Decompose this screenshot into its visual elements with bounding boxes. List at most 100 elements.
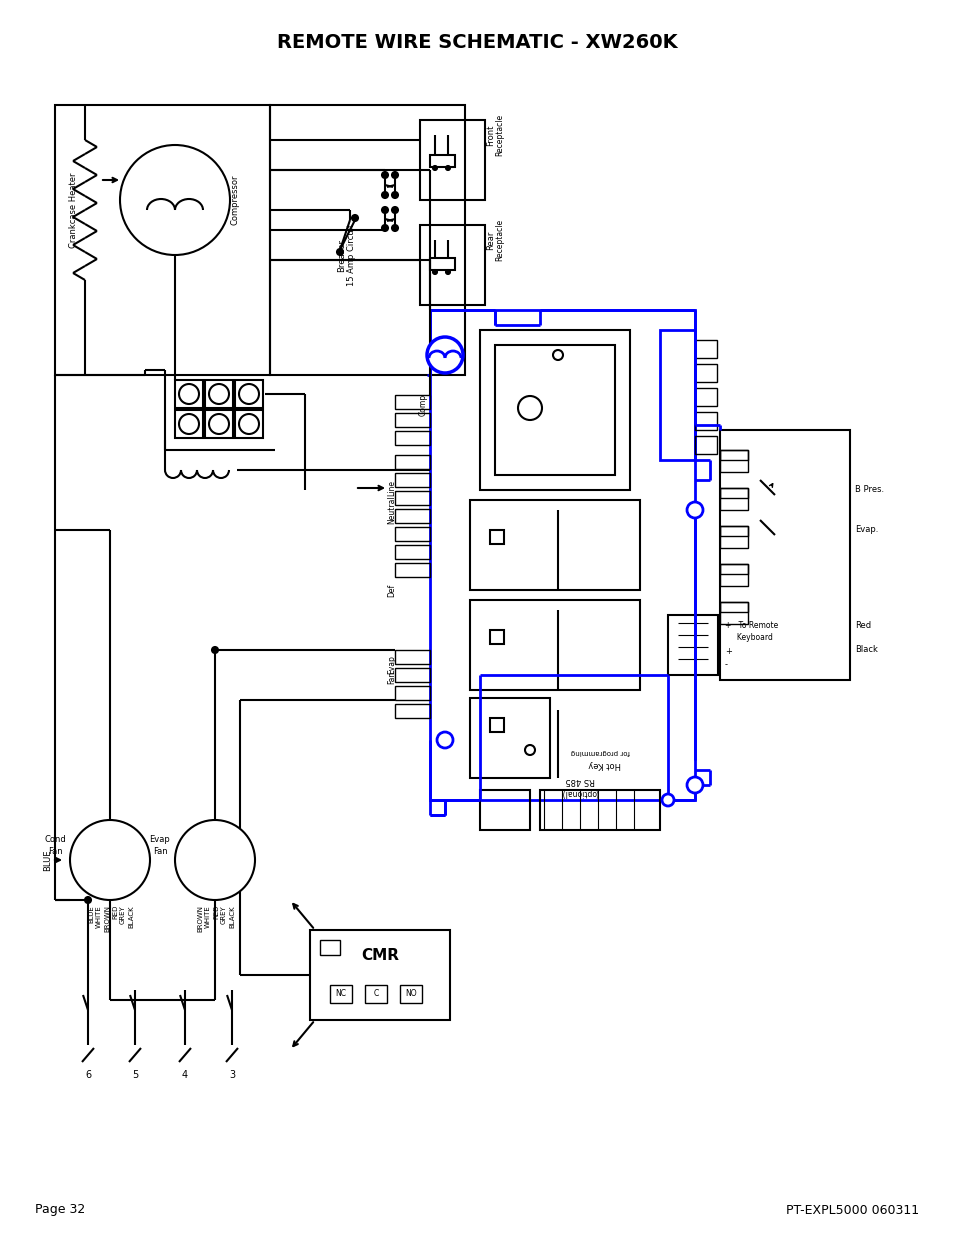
Text: -: - bbox=[724, 661, 727, 669]
Circle shape bbox=[436, 732, 453, 748]
Bar bbox=[720, 601, 747, 613]
Text: BROWN: BROWN bbox=[196, 905, 203, 932]
Circle shape bbox=[179, 414, 199, 433]
Circle shape bbox=[433, 165, 436, 170]
Circle shape bbox=[209, 384, 229, 404]
Bar bbox=[720, 430, 849, 680]
Circle shape bbox=[381, 172, 388, 178]
Bar bbox=[479, 330, 629, 490]
Circle shape bbox=[446, 165, 450, 170]
Bar bbox=[720, 601, 747, 624]
Text: BROWN: BROWN bbox=[104, 905, 110, 932]
Text: Evap.: Evap. bbox=[854, 526, 878, 535]
Bar bbox=[479, 790, 530, 830]
Bar bbox=[695, 412, 717, 430]
Bar bbox=[205, 380, 233, 408]
Bar bbox=[695, 388, 717, 406]
Text: BLACK: BLACK bbox=[229, 905, 234, 927]
Circle shape bbox=[239, 414, 258, 433]
Text: Line: Line bbox=[387, 480, 396, 496]
Circle shape bbox=[209, 414, 229, 433]
Circle shape bbox=[381, 225, 388, 231]
Bar bbox=[365, 986, 387, 1003]
Text: BLACK: BLACK bbox=[128, 905, 133, 927]
Circle shape bbox=[174, 820, 254, 900]
Bar bbox=[430, 258, 455, 270]
Bar bbox=[395, 704, 430, 718]
Bar bbox=[470, 698, 550, 778]
Bar bbox=[234, 410, 263, 438]
Bar bbox=[695, 364, 717, 382]
Text: 4: 4 bbox=[182, 1070, 188, 1079]
Circle shape bbox=[212, 647, 218, 653]
Bar bbox=[395, 395, 430, 409]
Bar bbox=[395, 527, 430, 541]
Text: Rear: Rear bbox=[486, 230, 495, 249]
Bar bbox=[174, 410, 203, 438]
Bar bbox=[419, 120, 484, 200]
Bar bbox=[174, 380, 203, 408]
Text: NO: NO bbox=[405, 989, 416, 999]
Circle shape bbox=[70, 820, 150, 900]
Text: 5: 5 bbox=[132, 1070, 138, 1079]
Text: 15 Amp Circuit: 15 Amp Circuit bbox=[347, 224, 356, 287]
Bar bbox=[234, 380, 263, 408]
Bar bbox=[395, 685, 430, 700]
Text: Crankcase Heater: Crankcase Heater bbox=[69, 172, 77, 248]
Circle shape bbox=[686, 777, 702, 793]
Circle shape bbox=[85, 897, 91, 903]
Circle shape bbox=[352, 215, 357, 221]
Text: WHITE: WHITE bbox=[96, 905, 102, 927]
Bar bbox=[470, 500, 639, 590]
Bar bbox=[395, 492, 430, 505]
Bar bbox=[720, 526, 747, 536]
Bar bbox=[55, 105, 270, 375]
Text: 3: 3 bbox=[229, 1070, 234, 1079]
Bar bbox=[695, 436, 717, 454]
Text: Red: Red bbox=[854, 620, 870, 630]
Bar bbox=[395, 668, 430, 682]
Circle shape bbox=[553, 350, 562, 359]
Bar bbox=[319, 940, 339, 955]
Text: PT-EXPL5000 060311: PT-EXPL5000 060311 bbox=[785, 1203, 918, 1216]
Text: RED: RED bbox=[213, 905, 219, 919]
Bar bbox=[395, 412, 430, 427]
Bar bbox=[490, 530, 503, 543]
Bar bbox=[395, 563, 430, 577]
Bar bbox=[310, 930, 450, 1020]
Circle shape bbox=[392, 172, 397, 178]
Bar bbox=[720, 488, 747, 498]
Bar bbox=[720, 450, 747, 459]
Bar bbox=[695, 340, 717, 358]
Circle shape bbox=[446, 270, 450, 274]
Bar bbox=[330, 986, 352, 1003]
Circle shape bbox=[392, 191, 397, 198]
Text: REMOTE WIRE SCHEMATIC - XW260K: REMOTE WIRE SCHEMATIC - XW260K bbox=[276, 32, 677, 52]
Bar bbox=[395, 509, 430, 522]
Circle shape bbox=[336, 249, 343, 254]
Circle shape bbox=[517, 396, 541, 420]
Text: Fan: Fan bbox=[48, 847, 62, 857]
Circle shape bbox=[661, 794, 673, 806]
Text: BLUE: BLUE bbox=[44, 850, 52, 871]
Text: C: C bbox=[373, 989, 378, 999]
Bar bbox=[720, 488, 747, 510]
Circle shape bbox=[120, 144, 230, 254]
Text: Breaker: Breaker bbox=[337, 238, 346, 272]
Text: GREY: GREY bbox=[221, 905, 227, 924]
Bar bbox=[720, 526, 747, 548]
Text: +   To Remote: + To Remote bbox=[724, 620, 778, 630]
Circle shape bbox=[392, 207, 397, 212]
Text: BLUE: BLUE bbox=[88, 905, 94, 923]
Text: Evap: Evap bbox=[387, 656, 396, 674]
Text: Black: Black bbox=[854, 646, 877, 655]
Bar bbox=[270, 105, 464, 375]
Bar bbox=[205, 410, 233, 438]
Circle shape bbox=[427, 337, 462, 373]
Bar bbox=[399, 986, 421, 1003]
Text: Receptacle: Receptacle bbox=[495, 219, 504, 261]
Text: RED: RED bbox=[112, 905, 118, 919]
Text: Front: Front bbox=[486, 125, 495, 146]
Bar bbox=[419, 225, 484, 305]
Text: Fan: Fan bbox=[152, 847, 167, 857]
